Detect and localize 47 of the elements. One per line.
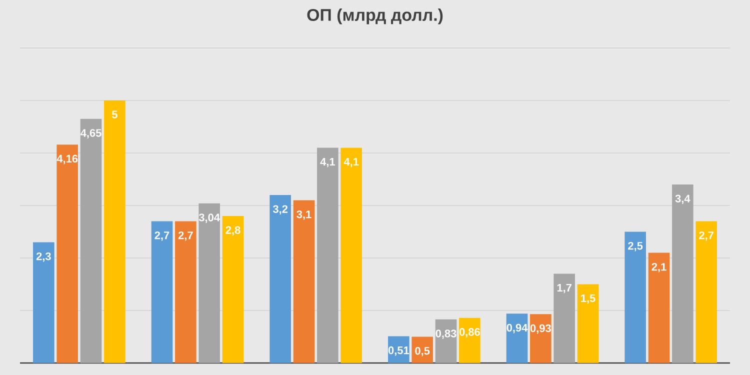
bar [293, 200, 315, 363]
data-label: 0,5 [415, 346, 430, 356]
data-label: 4,16 [56, 154, 78, 164]
bar [104, 100, 126, 363]
data-label: 1,7 [557, 284, 572, 294]
data-label: 2,7 [699, 231, 714, 241]
bar [577, 284, 599, 363]
bar [672, 184, 694, 363]
bar [80, 118, 102, 363]
bar [412, 336, 433, 363]
bar [388, 336, 410, 363]
bar [222, 216, 244, 363]
data-label: 3,4 [675, 194, 690, 204]
data-label: 0,51 [388, 346, 410, 356]
bar [648, 252, 670, 363]
data-label: 3,1 [296, 210, 312, 220]
data-label: 0,93 [530, 324, 551, 334]
bar [56, 144, 78, 363]
bar [624, 232, 646, 363]
data-label: 2,7 [154, 231, 170, 241]
data-label: 1,5 [581, 294, 596, 304]
bar [340, 148, 362, 363]
data-label: 2,3 [36, 252, 51, 262]
bar [175, 221, 196, 363]
data-label: 4,1 [320, 158, 335, 168]
data-label: 3,04 [198, 214, 220, 223]
bar [151, 221, 173, 363]
bar [317, 148, 338, 363]
data-label: 4,65 [80, 129, 102, 138]
data-label: 5 [112, 110, 118, 118]
data-label: 2,1 [652, 262, 666, 272]
data-label: 4,1 [344, 158, 359, 168]
data-label: 0,83 [436, 330, 456, 339]
data-label: 2,7 [178, 231, 193, 241]
bar [696, 221, 717, 363]
chart-title: ОП (млрд долл.) [307, 8, 443, 24]
bar [198, 203, 220, 363]
bar [554, 274, 575, 363]
bar [270, 195, 291, 363]
bar [530, 314, 552, 363]
bar [435, 319, 457, 363]
bar [33, 242, 54, 363]
data-label: 2,5 [628, 242, 643, 252]
data-label: 2,8 [226, 226, 240, 236]
data-label: 3,2 [272, 205, 288, 215]
bar [459, 318, 480, 363]
data-label: 0,86 [459, 328, 480, 338]
